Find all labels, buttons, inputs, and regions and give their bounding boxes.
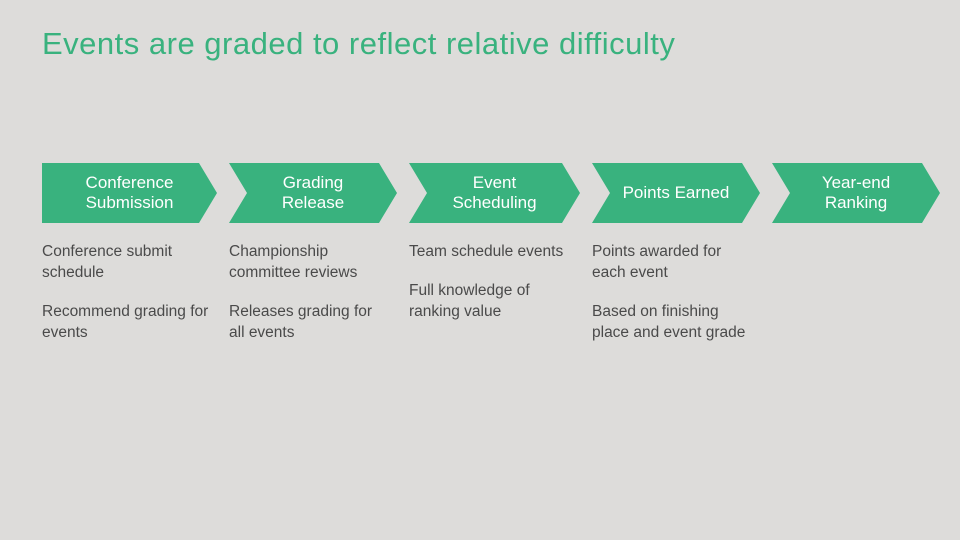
detail-text: Recommend grading for events bbox=[42, 302, 209, 344]
detail-col-grading-release: Championship committee reviews Releases … bbox=[229, 242, 397, 362]
step-label: Points Earned bbox=[601, 183, 752, 203]
step-label: Conference Submission bbox=[42, 173, 217, 214]
detail-text: Releases grading for all events bbox=[229, 302, 389, 344]
detail-text: Championship committee reviews bbox=[229, 242, 389, 284]
detail-text: Full knowledge of ranking value bbox=[409, 281, 572, 323]
process-step-conference-submission: Conference Submission bbox=[42, 163, 217, 223]
step-label: Event Scheduling bbox=[409, 173, 580, 214]
detail-text: Team schedule events bbox=[409, 242, 572, 263]
detail-text: Conference submit schedule bbox=[42, 242, 209, 284]
page-title: Events are graded to reflect relative di… bbox=[42, 26, 675, 62]
detail-text: Points awarded for each event bbox=[592, 242, 752, 284]
process-step-grading-release: Grading Release bbox=[229, 163, 397, 223]
process-arrow-row: Conference Submission Grading Release Ev… bbox=[42, 163, 940, 223]
detail-text: Based on finishing place and event grade bbox=[592, 302, 752, 344]
process-step-year-end-ranking: Year-end Ranking bbox=[772, 163, 940, 223]
detail-col-conference-submission: Conference submit schedule Recommend gra… bbox=[42, 242, 217, 362]
detail-col-points-earned: Points awarded for each event Based on f… bbox=[592, 242, 760, 362]
process-details-row: Conference submit schedule Recommend gra… bbox=[42, 242, 760, 362]
step-label: Grading Release bbox=[229, 173, 397, 214]
step-label: Year-end Ranking bbox=[772, 173, 940, 214]
process-step-event-scheduling: Event Scheduling bbox=[409, 163, 580, 223]
process-step-points-earned: Points Earned bbox=[592, 163, 760, 223]
detail-col-event-scheduling: Team schedule events Full knowledge of r… bbox=[409, 242, 580, 362]
